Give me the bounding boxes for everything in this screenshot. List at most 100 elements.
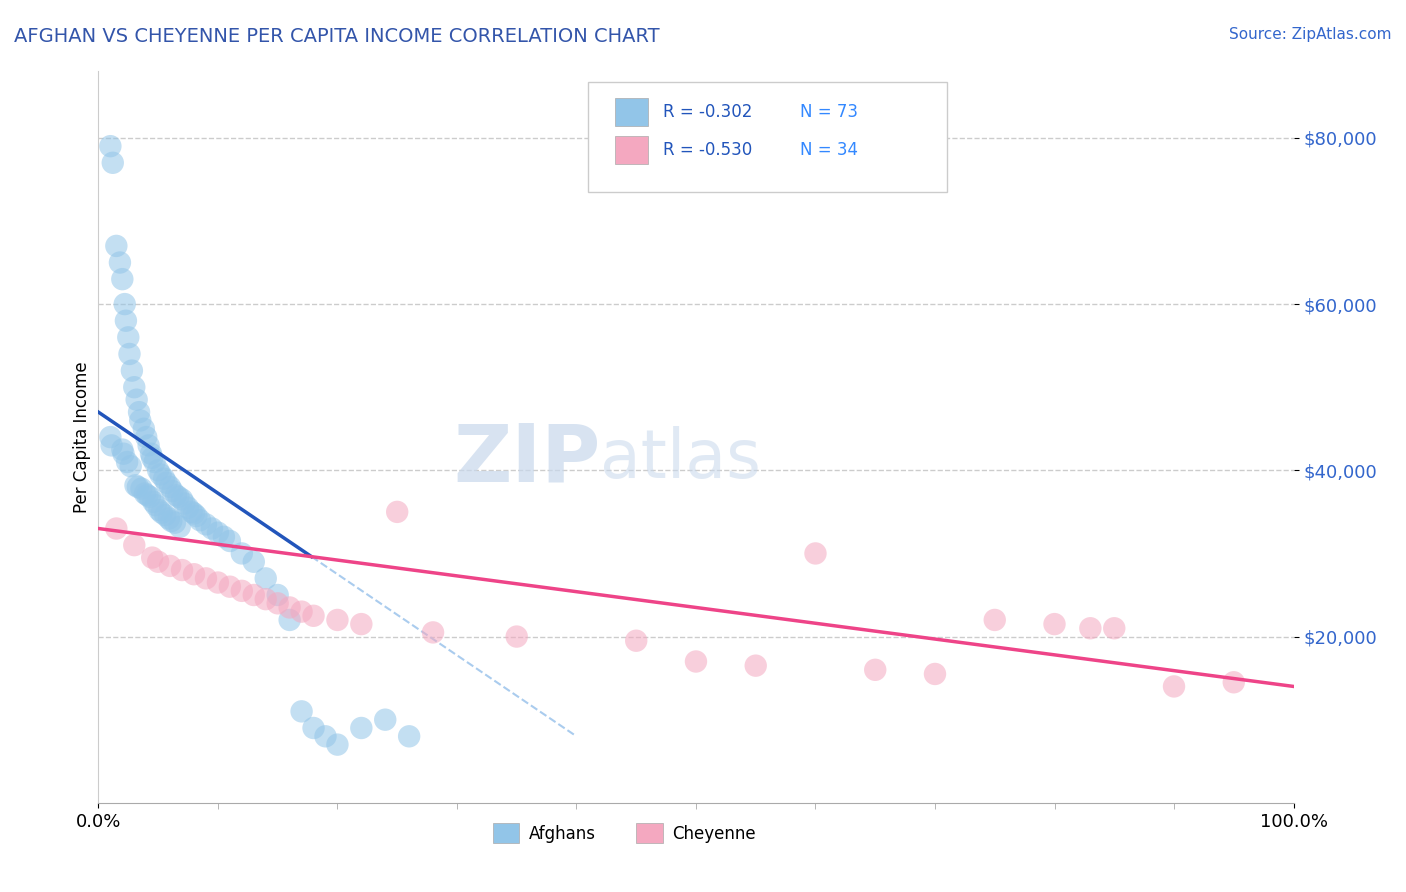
Point: [115, 314, 138, 328]
Point: [124, 538, 146, 552]
Point: [120, 459, 142, 474]
Point: [207, 575, 229, 590]
Point: [1043, 617, 1066, 632]
Point: [108, 255, 131, 269]
Point: [254, 571, 277, 585]
Point: [374, 713, 396, 727]
Point: [1104, 621, 1126, 635]
Point: [165, 488, 187, 502]
Point: [195, 571, 218, 585]
Point: [183, 567, 205, 582]
Point: [105, 239, 128, 253]
Point: [117, 330, 139, 344]
Point: [1080, 621, 1102, 635]
Point: [160, 514, 183, 528]
Point: [162, 484, 184, 499]
Point: [139, 447, 162, 461]
Point: [385, 505, 409, 519]
Point: [148, 463, 170, 477]
Point: [132, 422, 155, 436]
Point: [865, 663, 887, 677]
Point: [398, 729, 420, 743]
Point: [1223, 675, 1246, 690]
Point: [231, 583, 253, 598]
FancyBboxPatch shape: [494, 822, 519, 843]
Point: [302, 721, 325, 735]
Point: [111, 272, 134, 286]
Point: [422, 625, 444, 640]
Text: ZIP: ZIP: [453, 420, 600, 498]
Y-axis label: Per Capita Income: Per Capita Income: [73, 361, 91, 513]
FancyBboxPatch shape: [637, 822, 662, 843]
Point: [231, 546, 253, 560]
Point: [326, 613, 349, 627]
Point: [326, 738, 349, 752]
Point: [219, 580, 242, 594]
Point: [201, 521, 224, 535]
Point: [112, 447, 135, 461]
Point: [148, 555, 170, 569]
Point: [155, 475, 177, 490]
Point: [114, 297, 136, 311]
Point: [163, 516, 186, 530]
Point: [254, 592, 277, 607]
Point: [212, 530, 235, 544]
Point: [150, 506, 173, 520]
Point: [195, 517, 218, 532]
Point: [278, 600, 301, 615]
Point: [924, 667, 946, 681]
FancyBboxPatch shape: [614, 136, 648, 164]
Point: [101, 156, 124, 170]
Point: [219, 533, 242, 548]
Point: [188, 513, 211, 527]
Point: [172, 492, 194, 507]
Point: [159, 480, 181, 494]
Point: [173, 497, 195, 511]
Point: [134, 486, 156, 500]
Point: [127, 480, 149, 494]
Point: [141, 550, 163, 565]
Point: [128, 405, 150, 419]
Point: [100, 438, 122, 452]
Point: [186, 509, 208, 524]
Point: [506, 630, 529, 644]
Point: [124, 478, 146, 492]
Text: N = 34: N = 34: [800, 141, 858, 159]
Point: [111, 442, 134, 457]
FancyBboxPatch shape: [614, 98, 648, 127]
Point: [157, 511, 180, 525]
Point: [291, 605, 314, 619]
Point: [169, 520, 191, 534]
Point: [804, 546, 827, 560]
Point: [626, 633, 648, 648]
Point: [105, 521, 128, 535]
Point: [177, 500, 200, 515]
Point: [136, 488, 159, 502]
Point: [315, 729, 337, 743]
Text: atlas: atlas: [600, 426, 761, 492]
Point: [129, 413, 152, 427]
Point: [685, 655, 707, 669]
Text: N = 73: N = 73: [800, 103, 858, 120]
Point: [142, 495, 165, 509]
Point: [139, 490, 162, 504]
Point: [267, 596, 290, 610]
Point: [141, 450, 163, 465]
Point: [149, 467, 172, 482]
Point: [148, 503, 170, 517]
Point: [172, 563, 194, 577]
Point: [984, 613, 1007, 627]
Text: Afghans: Afghans: [529, 824, 596, 843]
Text: R = -0.302: R = -0.302: [662, 103, 752, 120]
Text: AFGHAN VS CHEYENNE PER CAPITA INCOME CORRELATION CHART: AFGHAN VS CHEYENNE PER CAPITA INCOME COR…: [14, 27, 659, 45]
Point: [131, 482, 153, 496]
Point: [153, 472, 176, 486]
Point: [124, 380, 146, 394]
Point: [155, 508, 177, 523]
Point: [143, 455, 166, 469]
Point: [145, 498, 167, 512]
Point: [135, 430, 157, 444]
Point: [180, 505, 202, 519]
Point: [278, 613, 301, 627]
Text: Cheyenne: Cheyenne: [672, 824, 755, 843]
